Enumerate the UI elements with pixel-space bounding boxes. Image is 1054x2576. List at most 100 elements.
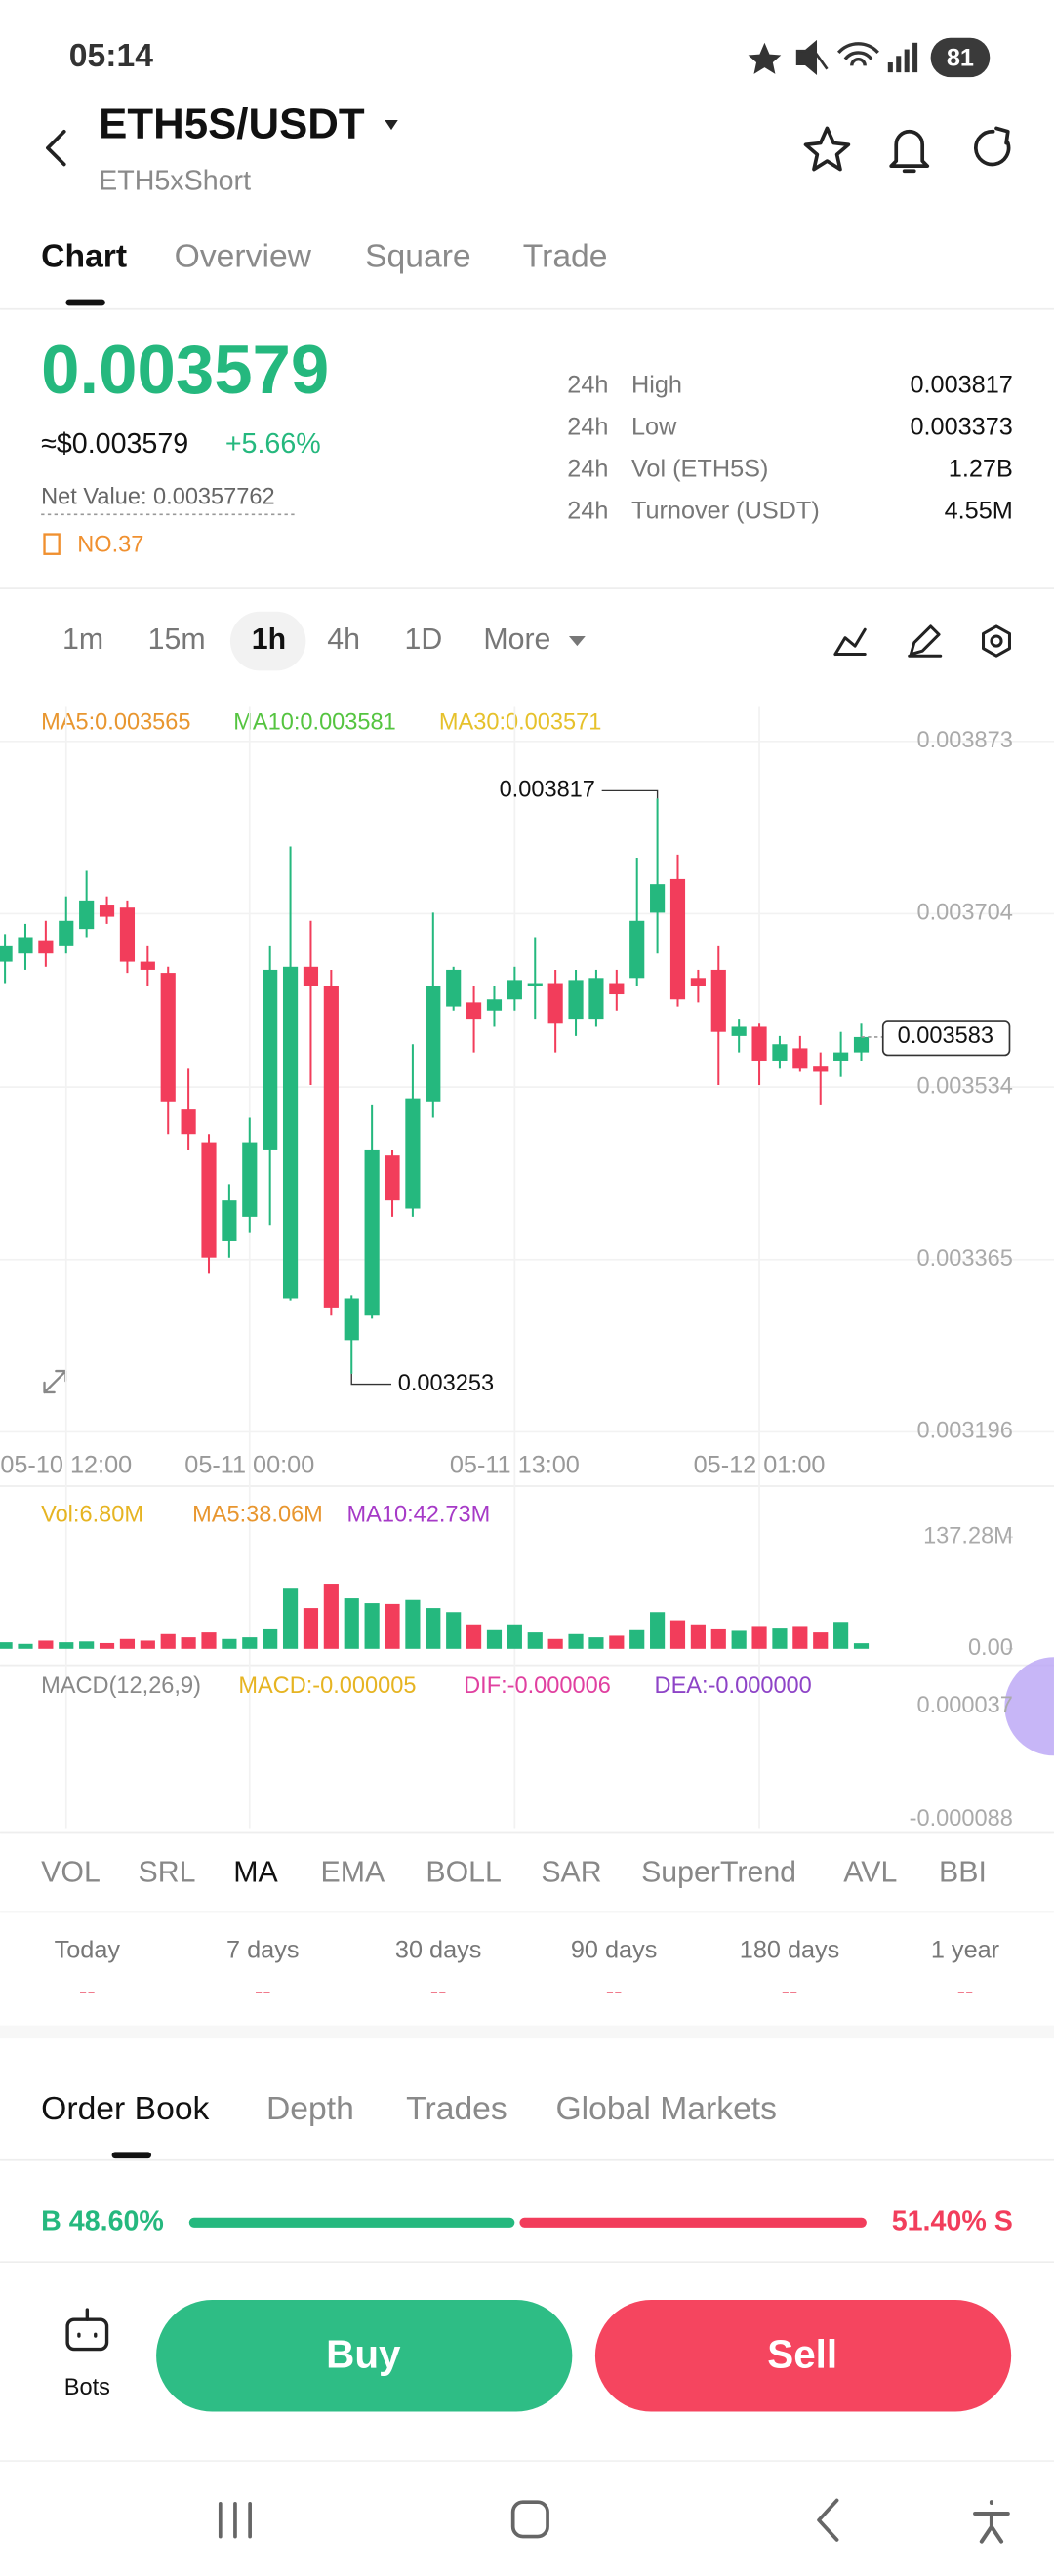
- indicator-tab[interactable]: MA: [233, 1857, 278, 1889]
- interval[interactable]: 4h: [327, 624, 360, 656]
- tab-underline: [65, 299, 105, 306]
- status-signal: [887, 62, 893, 73]
- pair-caret[interactable]: [385, 119, 398, 131]
- share-icon[interactable]: [974, 126, 1011, 167]
- settings-icon-dot: [990, 634, 1003, 648]
- candle-body: [813, 1066, 829, 1072]
- indicator-tab[interactable]: EMA: [321, 1857, 385, 1889]
- y-tick-label: 0.003365: [916, 1245, 1012, 1270]
- pair-subtitle: ETH5xShort: [99, 166, 251, 197]
- candle-body: [140, 961, 155, 970]
- volume-bar: [160, 1633, 176, 1649]
- candle-body: [99, 905, 115, 917]
- back-button[interactable]: [46, 129, 66, 167]
- buy-label[interactable]: Buy: [326, 2332, 401, 2377]
- interval[interactable]: 1h: [252, 624, 286, 656]
- nav-accessibility[interactable]: [973, 2500, 1010, 2544]
- interval[interactable]: 15m: [148, 624, 206, 656]
- volume-bar: [59, 1642, 74, 1649]
- bots-icon-detail: [77, 2308, 98, 2338]
- low-label: 0.003253: [398, 1370, 494, 1395]
- price-change: +5.66%: [225, 428, 321, 460]
- return-period: 90 days: [571, 1936, 658, 1963]
- interval[interactable]: 1m: [62, 624, 103, 656]
- floating-widget[interactable]: [1004, 1657, 1054, 1756]
- nav-back[interactable]: [817, 2498, 839, 2542]
- candle-body: [710, 969, 726, 1032]
- macd-tick-label: -0.000088: [910, 1805, 1013, 1831]
- bots-icon[interactable]: [65, 2317, 109, 2352]
- stat-period: 24h: [567, 456, 608, 483]
- interval[interactable]: 1D: [404, 624, 442, 656]
- volume-bar: [385, 1603, 400, 1649]
- macd-legend: MACD:-0.000005: [238, 1672, 416, 1698]
- volume-bar: [0, 1642, 13, 1649]
- buy-ratio-bar: [188, 2217, 515, 2228]
- volume-bar: [282, 1588, 299, 1649]
- volume-tick-label: 0.00: [968, 1634, 1013, 1660]
- stat-value: 1.27B: [949, 456, 1013, 483]
- pair-title[interactable]: ETH5S/USDT: [99, 100, 365, 147]
- more-caret[interactable]: [568, 635, 586, 647]
- sell-ratio: 51.40% S: [892, 2205, 1013, 2236]
- stat-period: 24h: [567, 414, 608, 441]
- indicator-tab[interactable]: BBI: [939, 1857, 987, 1889]
- stat-value: 0.003817: [910, 372, 1012, 399]
- tab[interactable]: Square: [365, 238, 471, 274]
- book-tab[interactable]: Global Markets: [555, 2091, 777, 2127]
- candle-body: [38, 940, 54, 954]
- status-wifi: [836, 42, 879, 66]
- tab[interactable]: Chart: [41, 238, 127, 274]
- nav-recent[interactable]: [218, 2502, 252, 2539]
- x-tick-label: 05-10 12:00: [0, 1451, 132, 1478]
- status-battery: [930, 37, 991, 78]
- draw-icon[interactable]: [908, 624, 943, 658]
- candle-body: [751, 1026, 767, 1061]
- high-label: 0.003817: [500, 777, 595, 802]
- volume-legend: Vol:6.80M: [41, 1502, 143, 1527]
- nav-home[interactable]: [510, 2500, 549, 2539]
- indicator-tab[interactable]: SRL: [139, 1857, 196, 1889]
- stat-period: 24h: [567, 497, 608, 524]
- tab[interactable]: Overview: [175, 238, 312, 274]
- favorite-icon[interactable]: [803, 126, 851, 172]
- interval[interactable]: More: [483, 624, 550, 656]
- volume-bar: [18, 1643, 33, 1649]
- sell-button[interactable]: [594, 2299, 1012, 2412]
- tab[interactable]: Trade: [523, 238, 608, 274]
- candle-body: [547, 983, 563, 1024]
- interval-active-pill: [229, 611, 306, 671]
- bots-label[interactable]: Bots: [64, 2374, 110, 2399]
- last-price-label: 0.003583: [898, 1023, 993, 1048]
- rank-icon: [43, 533, 61, 555]
- sell-label[interactable]: Sell: [767, 2332, 837, 2377]
- volume-bar: [38, 1640, 54, 1649]
- return-period: 30 days: [395, 1936, 482, 1963]
- book-tab[interactable]: Trades: [406, 2091, 507, 2127]
- alert-icon[interactable]: [889, 129, 930, 174]
- buy-button[interactable]: [156, 2299, 573, 2412]
- macd-legend: DIF:-0.000006: [464, 1672, 611, 1698]
- stat-value: 0.003373: [910, 414, 1012, 441]
- indicator-tab[interactable]: VOL: [41, 1857, 101, 1889]
- stat-period: 24h: [567, 372, 608, 399]
- return-period: 180 days: [740, 1936, 840, 1963]
- status-time: 05:14: [69, 38, 153, 74]
- indicator-icon[interactable]: [833, 627, 867, 657]
- expand-icon[interactable]: [43, 1369, 67, 1394]
- candle-body: [201, 1142, 217, 1258]
- indicator-tab[interactable]: BOLL: [426, 1857, 502, 1889]
- x-tick-label: 05-11 00:00: [184, 1451, 314, 1478]
- status-signal: [896, 56, 902, 73]
- indicator-tab[interactable]: SuperTrend: [641, 1857, 796, 1889]
- book-tab[interactable]: Depth: [266, 2091, 354, 2127]
- return-value: --: [606, 1978, 623, 2005]
- volume-bar: [629, 1629, 645, 1649]
- icons: [43, 119, 1011, 2544]
- candle-body: [344, 1298, 359, 1341]
- settings-icon[interactable]: [982, 624, 1011, 658]
- candle-body: [507, 980, 522, 1000]
- indicator-tab[interactable]: AVL: [843, 1857, 897, 1889]
- indicator-tab[interactable]: SAR: [541, 1857, 601, 1889]
- book-tab[interactable]: Order Book: [41, 2091, 209, 2127]
